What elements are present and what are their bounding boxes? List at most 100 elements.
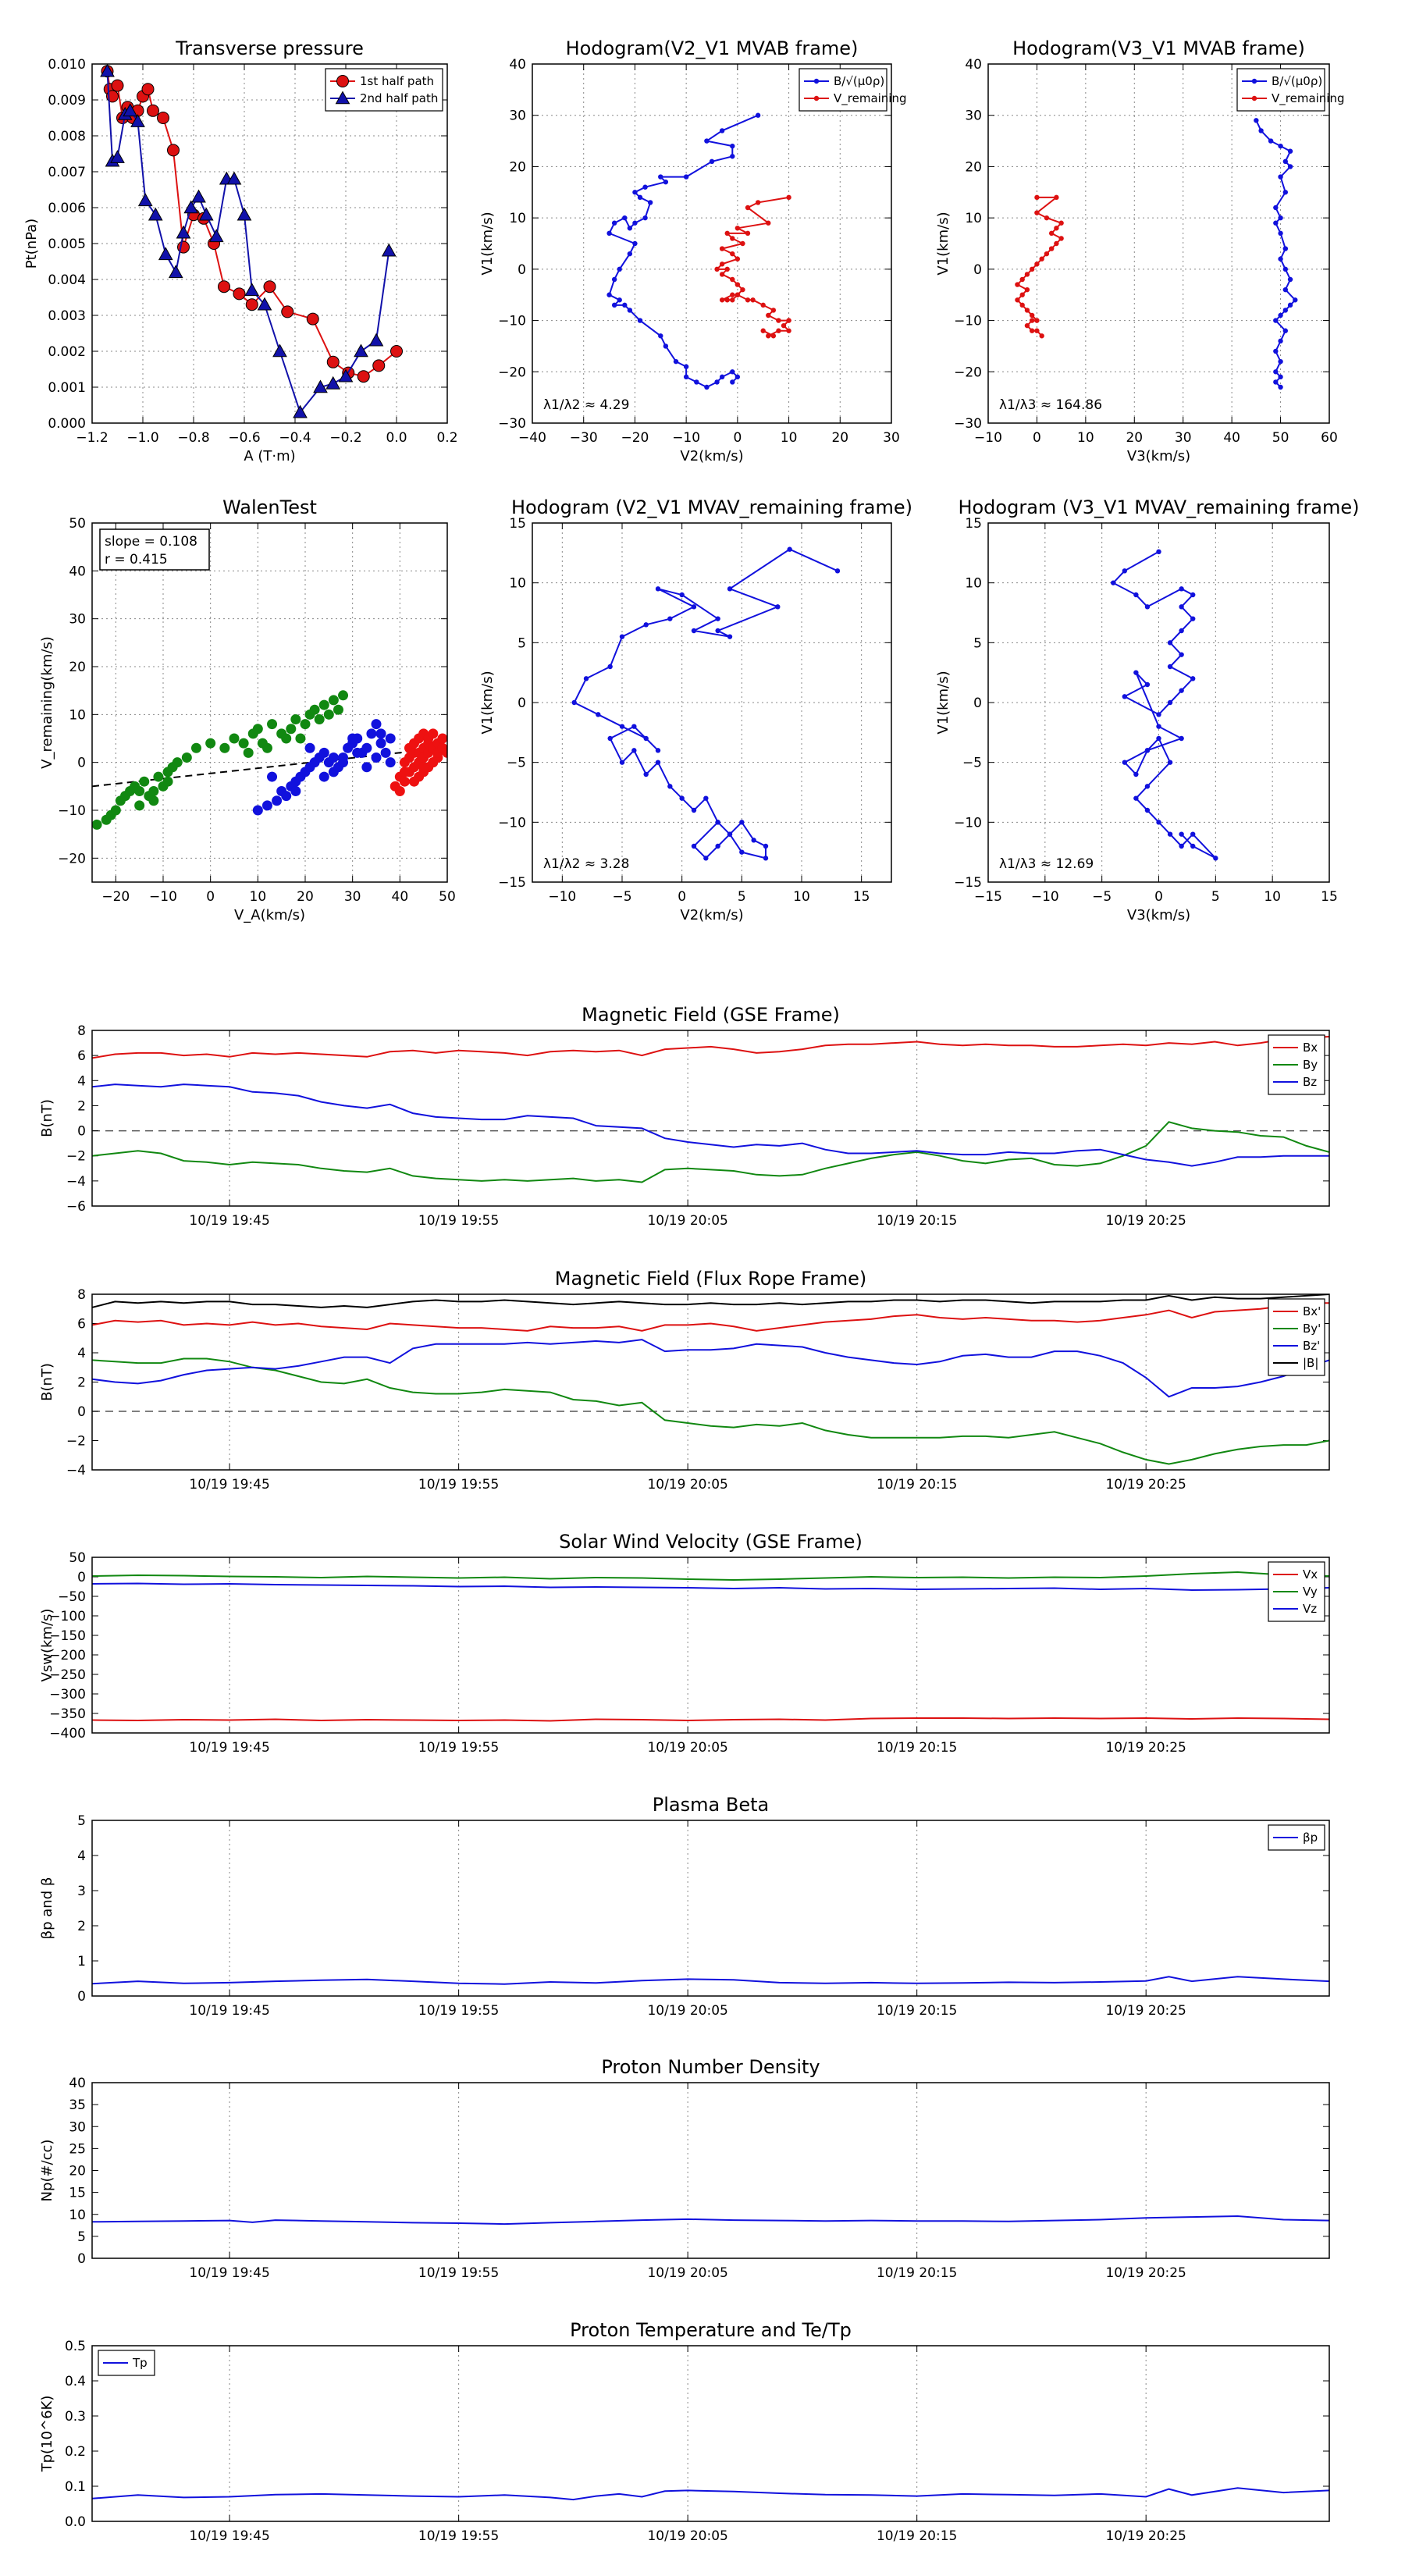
- data-point: [643, 771, 649, 777]
- y-tick-label: 0: [77, 1570, 86, 1585]
- data-point: [786, 318, 791, 323]
- y-tick-label: −20: [498, 365, 526, 380]
- data-point: [1029, 318, 1035, 323]
- x-tick-label: −0.8: [177, 430, 209, 446]
- y-tick-label: 6: [77, 1048, 86, 1064]
- x-tick-label: −10: [1031, 889, 1059, 905]
- x-tick-label: 10/19 19:45: [189, 2528, 269, 2544]
- data-point: [326, 355, 340, 368]
- data-point: [1179, 831, 1184, 837]
- data-point: [1278, 374, 1283, 380]
- series-line: [1255, 119, 1297, 388]
- data-point: [191, 189, 206, 203]
- data-point: [1054, 194, 1059, 201]
- legend: 1st half path 2nd half path: [325, 68, 443, 112]
- data-point: [719, 374, 725, 380]
- legend-marker: [336, 75, 349, 87]
- data-point: [1254, 118, 1259, 123]
- data-point: [691, 807, 697, 813]
- data-point: [715, 843, 720, 849]
- data-point: [428, 728, 439, 739]
- legend-label: Vy: [1303, 1585, 1318, 1599]
- data-point: [267, 719, 278, 730]
- gridlines: [229, 1294, 1147, 1470]
- data-point: [226, 171, 242, 185]
- data-point: [679, 795, 685, 801]
- plot-frame: [91, 1030, 1330, 1207]
- series-V_remaining: [714, 194, 791, 339]
- y-tick-label: 0.000: [48, 416, 86, 432]
- data-point: [162, 776, 173, 787]
- x-tick-label: 15: [853, 889, 870, 905]
- data-point: [290, 713, 301, 724]
- legend-marker: [335, 91, 350, 105]
- series-B/√(μ0ρ): [1254, 118, 1298, 390]
- data-point: [385, 757, 396, 768]
- chart-title: Hodogram (V3_V1 MVAV_remaining frame): [958, 496, 1359, 518]
- y-tick-label: 1: [77, 1954, 86, 1969]
- plot-frame: [91, 1293, 1330, 1471]
- series-V: [1111, 549, 1218, 861]
- y-tick-label: 0.006: [48, 201, 86, 216]
- data-point: [1273, 220, 1279, 226]
- y-tick-label: 10: [69, 2208, 86, 2223]
- data-point: [141, 83, 155, 96]
- y-tick-label: −30: [498, 416, 526, 432]
- x-tick-label: 10/19 20:15: [877, 2528, 957, 2544]
- data-point: [1273, 379, 1279, 385]
- legend: Bx' By' Bz' |B|: [1268, 1298, 1325, 1376]
- series-Bz': [92, 1339, 1329, 1398]
- data-point: [632, 220, 638, 226]
- data-point: [399, 767, 410, 777]
- data-point: [775, 604, 781, 610]
- data-point: [673, 358, 679, 365]
- data-point: [611, 276, 617, 283]
- data-point: [1029, 328, 1035, 333]
- data-point: [667, 784, 673, 789]
- x-tick-label: −15: [974, 889, 1002, 905]
- data-point: [1190, 843, 1196, 849]
- data-point: [663, 343, 669, 349]
- y-tick-label: 5: [77, 1813, 86, 1829]
- data-point: [1144, 784, 1151, 789]
- data-point: [727, 634, 733, 639]
- series-V_remaining: [1015, 194, 1064, 339]
- data-point: [1111, 580, 1116, 585]
- data-point: [181, 753, 192, 763]
- y-tick-label: −200: [49, 1648, 86, 1663]
- data-point: [1278, 338, 1283, 344]
- data-point: [1034, 194, 1040, 201]
- data-point: [306, 312, 319, 326]
- y-tick-label: 0.001: [48, 380, 86, 396]
- data-point: [730, 154, 735, 159]
- data-point: [730, 379, 735, 385]
- y-tick-label: 35: [69, 2097, 86, 2113]
- x-tick-label: −0.4: [279, 430, 311, 446]
- chart-hodogram-v3-v1-mvab: −10 0 10 20 30 40 50 60 −30 −20 −10 0 10 20 30 40 Hodogr…: [935, 37, 1345, 464]
- chart-title: Solar Wind Velocity (GSE Frame): [559, 1531, 863, 1553]
- data-point: [233, 287, 246, 301]
- data-point: [683, 374, 689, 380]
- y-tick-label: 0: [77, 2251, 86, 2267]
- x-tick-label: 0: [206, 889, 215, 905]
- data-point: [637, 318, 643, 323]
- eigen-ratio-annotation: λ1/λ2 ≈ 3.28: [543, 856, 629, 872]
- x-tick-label: −5: [612, 889, 631, 905]
- chart-proton-temperature: 10/19 19:45 10/19 19:55 10/19 20:05 10/19 2…: [39, 2319, 1330, 2544]
- data-point: [1167, 760, 1173, 765]
- data-point: [1156, 820, 1161, 825]
- data-point: [1034, 318, 1040, 323]
- chart-title: Transverse pressure: [175, 37, 364, 59]
- x-tick-label: 10/19 20:25: [1105, 2003, 1186, 2019]
- y-tick-label: 15: [965, 516, 982, 532]
- data-point: [642, 184, 648, 190]
- data-point: [176, 225, 191, 239]
- data-point: [418, 762, 429, 773]
- legend-label: Vx: [1303, 1567, 1318, 1582]
- data-point: [333, 704, 343, 715]
- series-2nd half path: [100, 64, 397, 418]
- data-point: [611, 302, 617, 308]
- data-point: [787, 546, 792, 552]
- data-point: [694, 379, 699, 385]
- data-point: [745, 297, 751, 303]
